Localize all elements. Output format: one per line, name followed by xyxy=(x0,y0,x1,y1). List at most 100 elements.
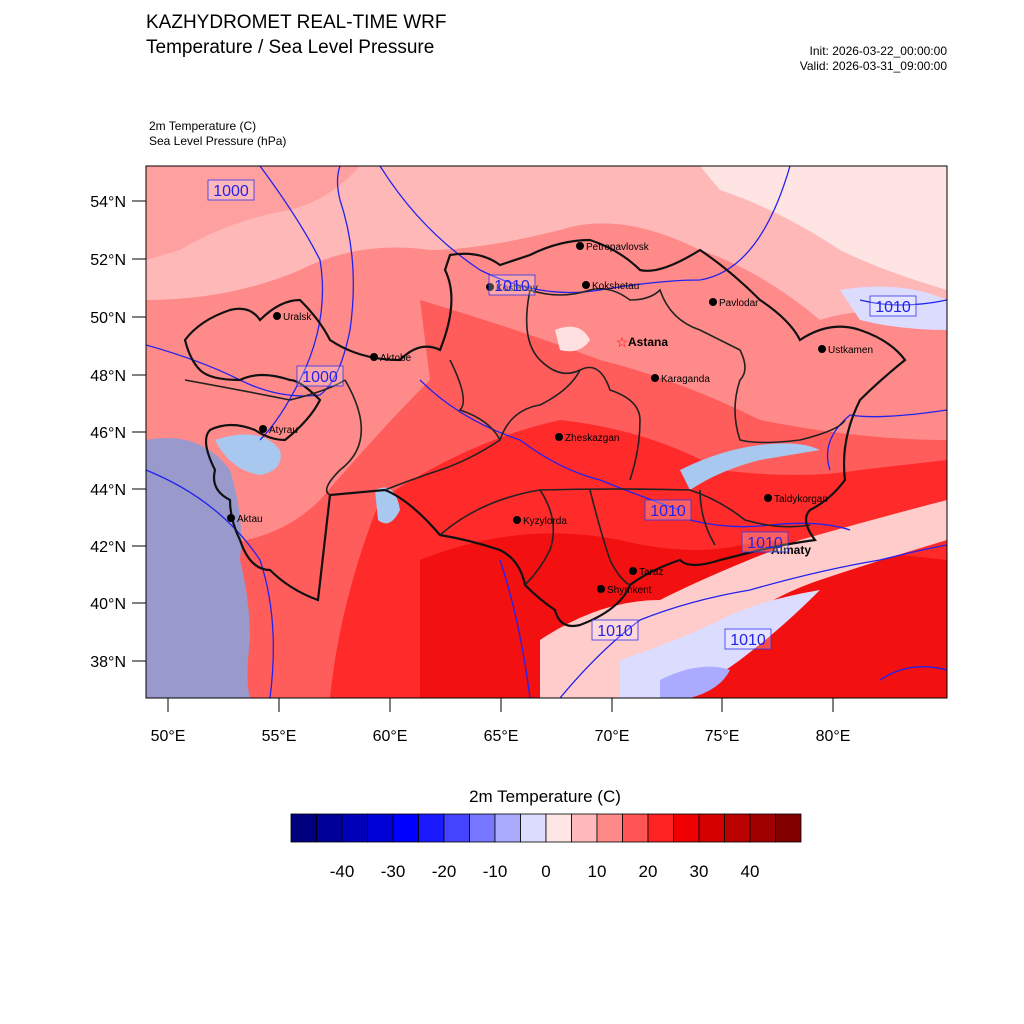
city-label: Almaty xyxy=(771,543,811,557)
lon-tick-label: 70°E xyxy=(595,728,630,745)
mountains-cool xyxy=(540,500,947,698)
region-border xyxy=(439,488,811,536)
map-field xyxy=(146,166,947,698)
aral-sea xyxy=(375,487,400,524)
isobar-line xyxy=(379,166,791,294)
isobar-label-box xyxy=(488,274,536,296)
kazakhstan-border xyxy=(183,238,907,628)
region-border xyxy=(589,489,631,586)
city-label: Taraz xyxy=(639,567,663,578)
colorbar-tick-label: -40 xyxy=(330,862,355,881)
colorbar-swatch xyxy=(749,813,776,843)
astana-cool-spot xyxy=(555,326,590,352)
isobar-label: 1010 xyxy=(730,632,766,649)
isobar-label-box xyxy=(644,499,692,521)
city-dot-icon xyxy=(576,242,584,250)
city-label: Aktau xyxy=(237,514,263,525)
capital-star-icon: ☆ xyxy=(616,334,629,350)
variable-label-pressure: Sea Level Pressure (hPa) xyxy=(149,134,287,148)
colorbar-tick-label: -30 xyxy=(381,862,406,881)
colorbar-swatch xyxy=(775,813,802,843)
city-dot-icon xyxy=(555,433,563,441)
isobar-line xyxy=(259,166,324,441)
mountains-coldest xyxy=(660,666,730,698)
region-border xyxy=(384,359,502,491)
colorbar-swatch xyxy=(367,813,394,843)
lat-tick-label: 50°N xyxy=(90,310,126,327)
colorbar-tick-label: 30 xyxy=(690,862,709,881)
colorbar-swatch xyxy=(418,813,445,843)
colorbar-swatch xyxy=(341,813,368,843)
colorbar-tick-label: 10 xyxy=(588,862,607,881)
isobar-label: 1000 xyxy=(302,369,338,386)
city-label: Petropavlovsk xyxy=(586,242,650,253)
city-label: Uralsk xyxy=(283,312,312,323)
colorbar-swatch xyxy=(316,813,343,843)
lat-tick-label: 46°N xyxy=(90,425,126,442)
city-dot-icon xyxy=(227,514,235,522)
north-caspian xyxy=(215,434,281,475)
city-label: Shymkent xyxy=(607,585,652,596)
city-dot-icon xyxy=(259,425,267,433)
lat-tick-label: 40°N xyxy=(90,596,126,613)
city-dot-icon xyxy=(273,312,281,320)
init-time: Init: 2026-03-22_00:00:00 xyxy=(809,44,947,58)
isobar-line xyxy=(499,559,531,698)
region-border xyxy=(184,379,346,401)
colorbar-tick-label: 20 xyxy=(639,862,658,881)
map-subtitle: Temperature / Sea Level Pressure xyxy=(146,37,435,58)
region-border xyxy=(499,366,641,481)
region-border xyxy=(325,379,363,496)
city-label: Kostanay xyxy=(496,283,538,294)
isobar-line xyxy=(559,544,947,698)
colorbar-swatch xyxy=(647,813,674,843)
city-dot-icon xyxy=(486,283,494,291)
isobar-label: 1010 xyxy=(650,503,686,520)
valid-time: Valid: 2026-03-31_09:00:00 xyxy=(799,59,947,73)
colorbar-swatch xyxy=(724,813,751,843)
isobar-line xyxy=(419,379,681,511)
lon-tick-label: 80°E xyxy=(816,728,851,745)
isobar-label: 1010 xyxy=(494,278,530,295)
colorbar-swatch xyxy=(392,813,419,843)
colorbar-swatch xyxy=(673,813,700,843)
city-dot-icon xyxy=(764,494,772,502)
isobar-label-box xyxy=(207,179,255,201)
region-border xyxy=(734,379,846,444)
isobar-line xyxy=(859,299,947,306)
lon-tick-label: 55°E xyxy=(262,728,297,745)
city-label: Ustkamen xyxy=(828,345,873,356)
isobar-line xyxy=(826,409,947,471)
colorbar-swatch xyxy=(494,813,521,843)
city-label: Astana xyxy=(628,335,668,349)
lat-tick-label: 48°N xyxy=(90,368,126,385)
city-dot-icon xyxy=(629,567,637,575)
city-label: Kyzylorda xyxy=(523,516,567,527)
region-border xyxy=(524,489,555,586)
city-dot-icon xyxy=(597,585,605,593)
colorbar-swatch xyxy=(596,813,623,843)
city-markers: Petropavlovsk Kostanay Kokshetau Pavlodar Ur… xyxy=(227,242,873,596)
mountains-cold xyxy=(620,590,820,698)
colorbar-swatch xyxy=(622,813,649,843)
longitude-ticks: 50°E 55°E 60°E 65°E 70°E 75°E 80°E xyxy=(151,698,851,745)
colorbar-tick-label: -10 xyxy=(483,862,508,881)
lon-tick-label: 60°E xyxy=(373,728,408,745)
city-dot-icon xyxy=(513,516,521,524)
altai-cold xyxy=(840,286,947,330)
region-border xyxy=(529,287,746,381)
variable-label-temperature: 2m Temperature (C) xyxy=(149,119,257,133)
colorbar-swatch xyxy=(290,813,317,843)
colorbar-tick-label: 40 xyxy=(741,862,760,881)
city-label: Taldykorgan xyxy=(774,494,828,505)
isobar-label: 1010 xyxy=(875,299,911,316)
city-dot-icon xyxy=(709,298,717,306)
lat-tick-label: 54°N xyxy=(90,194,126,211)
city-dot-icon xyxy=(582,281,590,289)
lake-balkhash xyxy=(680,443,820,490)
region-borders xyxy=(184,287,846,586)
cold-region-northeast xyxy=(700,166,947,290)
isobar-label-box xyxy=(724,628,772,650)
isobar-label-box xyxy=(296,365,344,387)
